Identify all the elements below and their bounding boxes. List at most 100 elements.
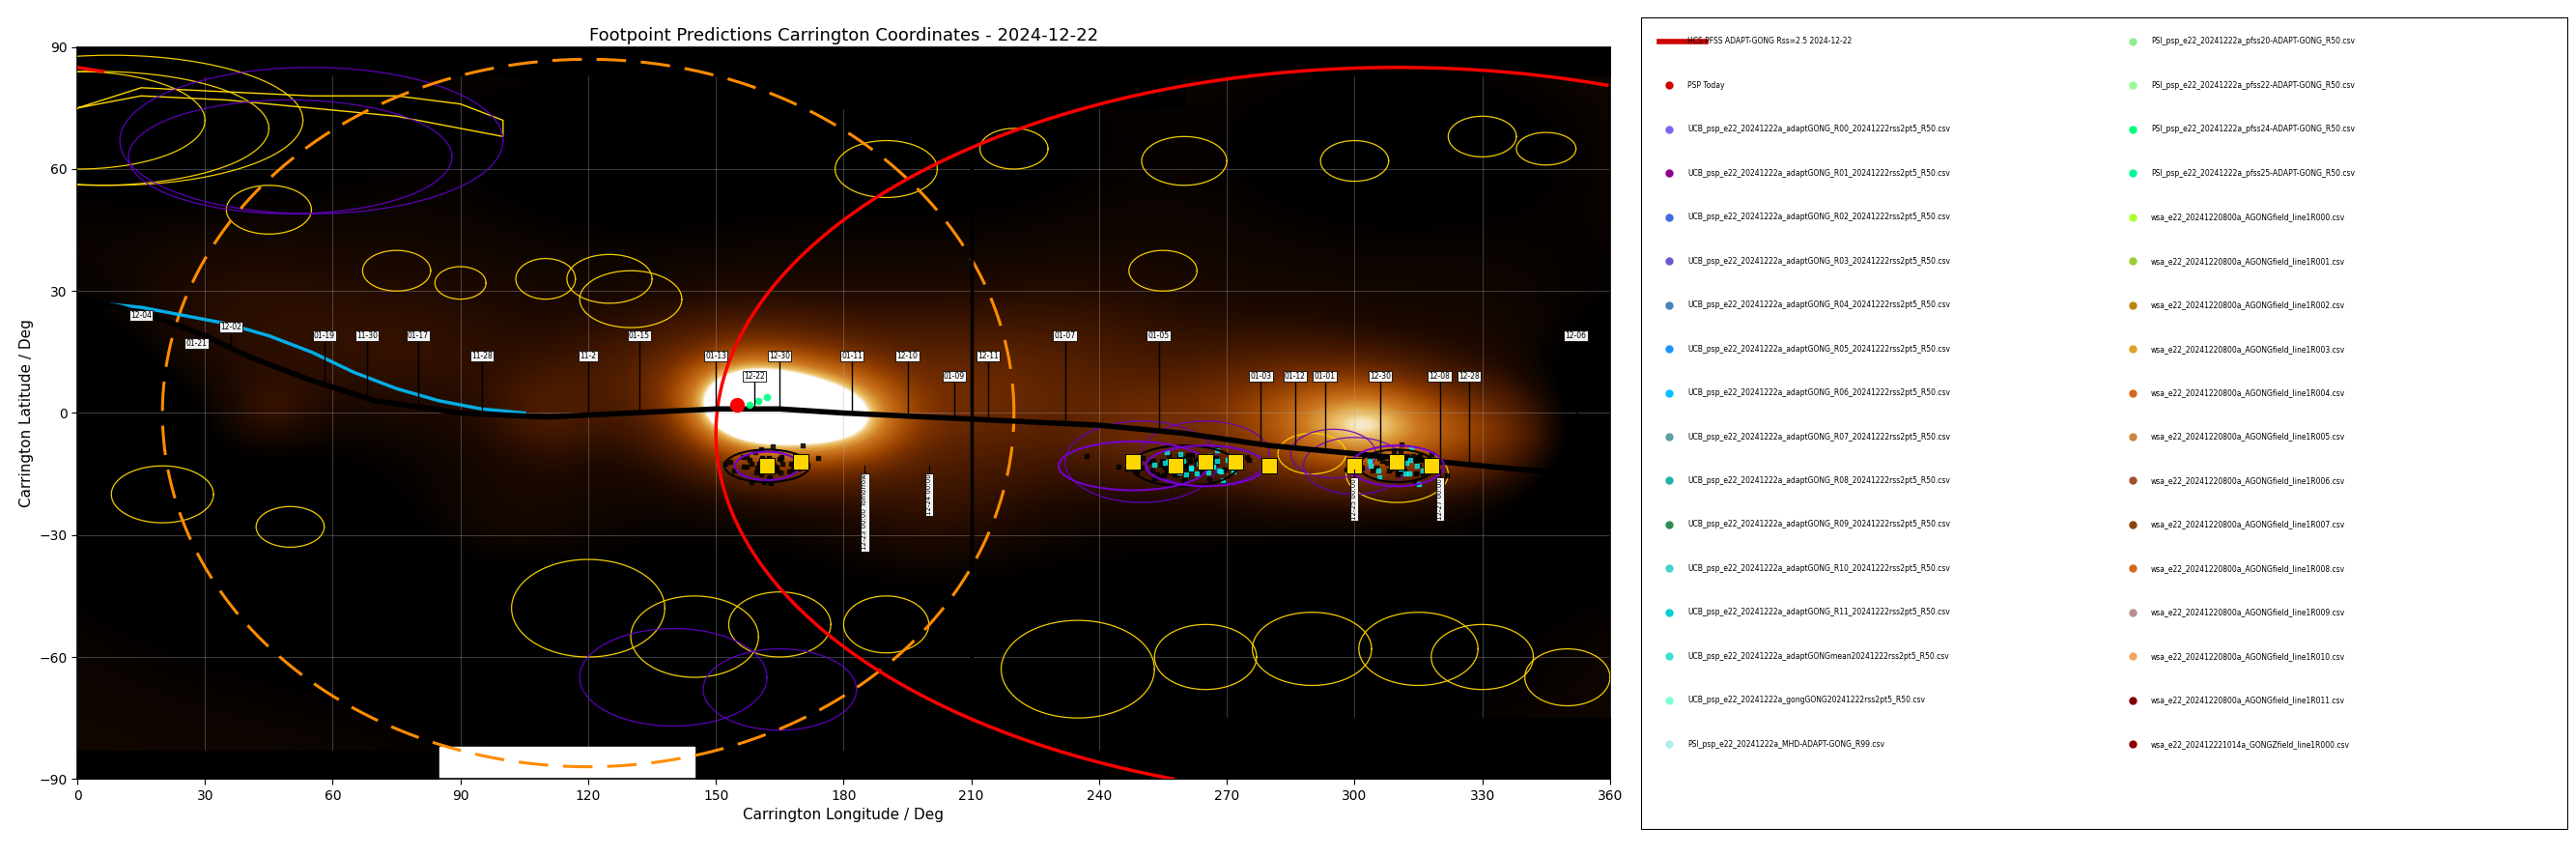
Point [752,461,793,474]
Text: PSP Today: PSP Today [1687,81,1723,90]
Point [1383,456,1425,470]
Point [703,456,744,470]
Text: wsa_e22_20241220800a_AGONGfield_line1R011.csv: wsa_e22_20241220800a_AGONGfield_line1R01… [2151,696,2344,704]
Text: 11-2: 11-2 [580,352,598,360]
Point [742,462,783,476]
Point [1213,465,1255,479]
Point [775,454,817,467]
Point [1249,459,1291,473]
Text: 01-09: 01-09 [943,372,966,380]
Point [1164,466,1206,479]
Point [768,465,809,479]
Point [1144,455,1185,469]
Point [1141,458,1182,472]
Point [1381,460,1422,473]
Point [1216,455,1257,469]
Point [1170,462,1211,476]
Point [1170,462,1211,476]
Point [1131,463,1172,477]
Point [1388,453,1430,467]
Text: 12-28: 12-28 [1458,372,1481,380]
Point [1164,458,1206,472]
Point [1170,454,1211,467]
Point [724,460,765,473]
Point [1162,454,1203,467]
Point [1427,469,1468,483]
Point [1355,461,1396,474]
Point [752,460,793,473]
Point [1159,461,1200,474]
Point [1195,441,1236,455]
Point [755,463,796,477]
Text: 11-30: 11-30 [355,331,379,340]
Point [1381,459,1422,473]
Text: UCB_psp_e22_20241222a_adaptGONG_R08_20241222rss2pt5_R50.csv: UCB_psp_e22_20241222a_adaptGONG_R08_2024… [1687,476,1950,485]
Point [1358,470,1399,484]
Text: wsa_e22_20241220800a_AGONGfield_line1R002.csv: wsa_e22_20241220800a_AGONGfield_line1R00… [2151,300,2344,309]
Text: 12-06: 12-06 [1566,331,1587,340]
Point [1358,451,1399,465]
Point [1414,455,1455,469]
Point [775,460,817,473]
Text: wsa_e22_202412221014a_GONGZfield_line1R000.csv: wsa_e22_202412221014a_GONGZfield_line1R0… [2151,740,2349,748]
Point [1383,464,1425,478]
Point [1182,455,1224,468]
Text: UCB_psp_e22_20241222a_adaptGONG_R10_20241222rss2pt5_R50.csv: UCB_psp_e22_20241222a_adaptGONG_R10_2024… [1687,564,1950,573]
Point [726,460,768,473]
Point [1097,460,1139,473]
Point [1399,477,1440,490]
Point [1381,465,1422,479]
Point [750,471,791,484]
Point [1386,467,1427,480]
Point [1151,478,1193,491]
Point [1190,460,1231,473]
X-axis label: Carrington Longitude / Deg: Carrington Longitude / Deg [744,808,943,823]
Text: wsa_e22_20241220800a_AGONGfield_line1R008.csv: wsa_e22_20241220800a_AGONGfield_line1R00… [2151,564,2344,573]
Point [1350,459,1391,473]
Point [1113,455,1154,469]
Point [732,475,773,489]
Point [1159,448,1200,461]
Point [1396,450,1437,464]
Point [752,440,793,454]
Point [739,463,781,477]
Point [1133,472,1175,485]
Point [1167,467,1208,481]
Point [1190,472,1231,485]
Text: PSI_psp_e22_20241222a_pfss24-ADAPT-GONG_R50.csv: PSI_psp_e22_20241222a_pfss24-ADAPT-GONG_… [2151,125,2354,134]
Point [742,452,783,466]
Point [737,394,778,407]
Point [1128,455,1170,469]
Text: wsa_e22_20241220800a_AGONGfield_line1R007.csv: wsa_e22_20241220800a_AGONGfield_line1R00… [2151,520,2344,529]
Point [747,454,788,467]
Point [726,450,768,464]
Text: UCB_psp_e22_20241222a_adaptGONG_R11_20241222rss2pt5_R50.csv: UCB_psp_e22_20241222a_adaptGONG_R11_2024… [1687,608,1950,616]
Point [1149,455,1190,468]
Text: wsa_e22_20241220800a_AGONGfield_line1R004.csv: wsa_e22_20241220800a_AGONGfield_line1R00… [2151,389,2344,397]
Point [1388,467,1430,481]
Point [1141,454,1182,467]
Point [1213,449,1255,463]
Point [1376,455,1417,469]
Point [1229,453,1270,467]
Point [1146,458,1188,472]
Point [1118,462,1159,476]
Point [1149,465,1190,479]
Point [760,452,801,466]
Point [757,452,799,466]
Point [1121,461,1162,474]
Point [1373,449,1414,463]
Text: 12-04: 12-04 [131,311,152,319]
Point [1066,449,1108,463]
Point [1373,444,1414,458]
Point [1200,465,1242,479]
Point [752,458,793,472]
Text: 12-30: 12-30 [1370,372,1391,380]
Text: UCB_psp_e22_20241222a_adaptGONG_R05_20241222rss2pt5_R50.csv: UCB_psp_e22_20241222a_adaptGONG_R05_2024… [1687,345,1950,354]
Point [755,460,796,473]
Point [1141,455,1182,468]
Point [1368,463,1409,477]
Text: wsa_e22_20241220800a_AGONGfield_line1R000.csv: wsa_e22_20241220800a_AGONGfield_line1R00… [2151,213,2344,222]
Point [742,443,783,456]
Point [1203,473,1244,486]
